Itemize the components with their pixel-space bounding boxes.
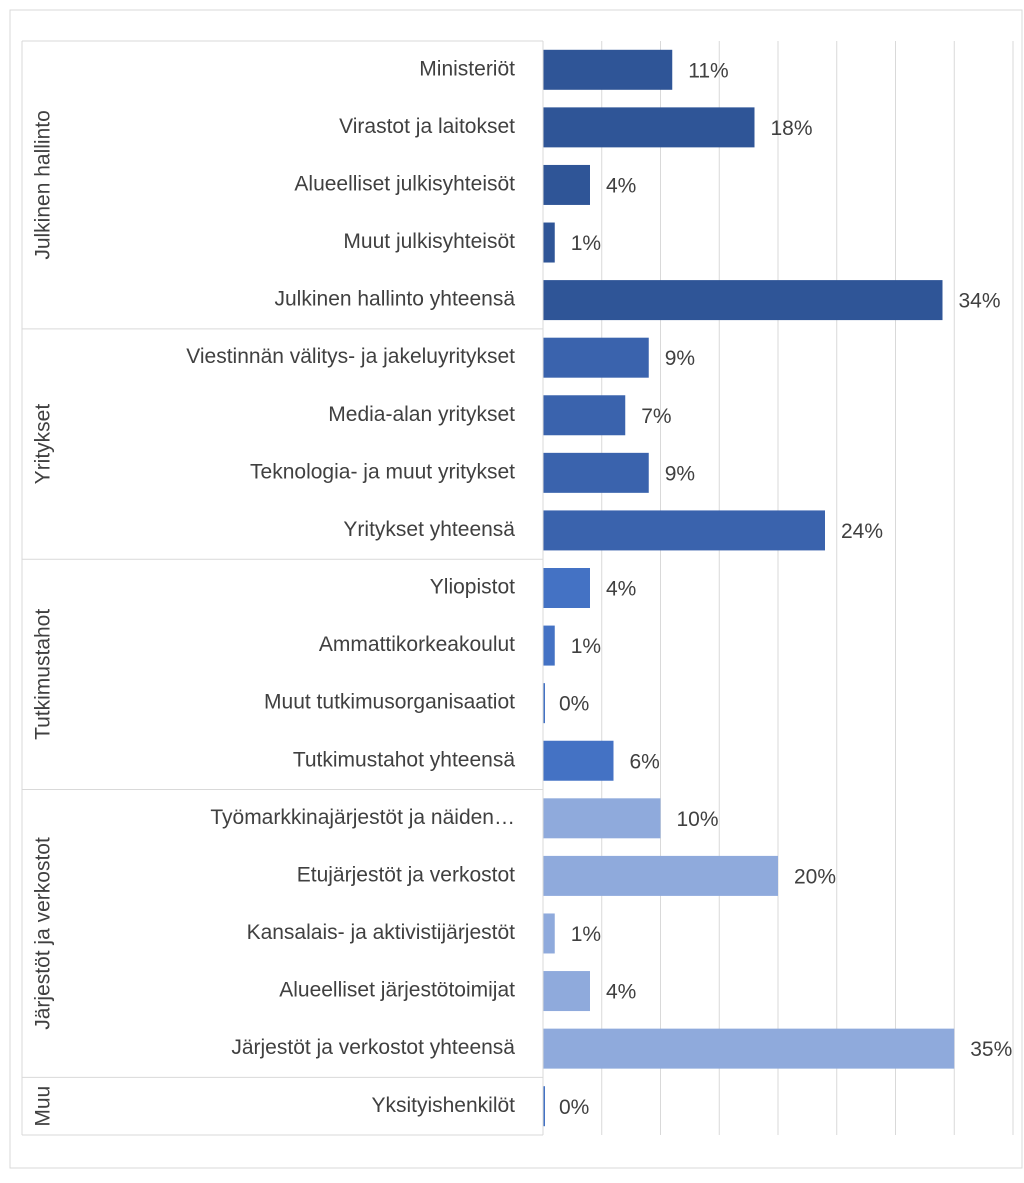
category-label: Ammattikorkeakoulut xyxy=(319,633,515,656)
value-label: 1% xyxy=(571,635,601,658)
value-label: 34% xyxy=(959,290,1001,313)
bar xyxy=(543,798,661,839)
value-label: 20% xyxy=(794,865,836,888)
bar xyxy=(543,107,755,148)
value-label: 6% xyxy=(630,750,660,773)
group-label: Järjestöt ja verkostot xyxy=(32,837,55,1030)
value-label: 9% xyxy=(665,462,695,485)
bar xyxy=(543,683,545,724)
value-label: 24% xyxy=(841,520,883,543)
category-label: Viestinnän välitys- ja jakeluyritykset xyxy=(186,345,515,368)
category-label: Ministeriöt xyxy=(419,57,515,80)
category-label: Yliopistot xyxy=(430,576,515,599)
value-label: 0% xyxy=(559,1096,589,1119)
category-label: Alueelliset julkisyhteisöt xyxy=(294,172,515,195)
value-label: 7% xyxy=(641,405,671,428)
category-label: Kansalais- ja aktivistijärjestöt xyxy=(247,921,516,944)
chart-frame xyxy=(9,9,1023,1169)
category-label: Media-alan yritykset xyxy=(328,403,515,426)
group-label: Yritykset xyxy=(32,404,55,485)
value-label: 1% xyxy=(571,923,601,946)
bar xyxy=(543,164,590,205)
value-label: 11% xyxy=(688,59,728,82)
group-label: Muu xyxy=(32,1086,55,1127)
category-label: Alueelliset järjestötoimijat xyxy=(279,979,515,1002)
category-label: Virastot ja laitokset xyxy=(339,115,515,138)
category-label: Julkinen hallinto yhteensä xyxy=(275,288,516,311)
bar xyxy=(543,222,555,263)
category-label: Etujärjestöt ja verkostot xyxy=(297,863,515,886)
bar xyxy=(543,49,673,90)
group-label: Tutkimustahot xyxy=(32,609,55,740)
value-label: 4% xyxy=(606,578,636,601)
category-label: Muut julkisyhteisöt xyxy=(343,230,515,253)
value-label: 4% xyxy=(606,174,636,197)
bar xyxy=(543,568,590,608)
category-label: Työmarkkinajärjestöt ja näiden… xyxy=(210,806,515,829)
value-label: 35% xyxy=(970,1038,1012,1061)
bar xyxy=(543,395,626,436)
category-label: Yritykset yhteensä xyxy=(343,518,515,541)
bar xyxy=(543,452,649,493)
value-label: 9% xyxy=(665,347,695,370)
bar xyxy=(543,1028,955,1069)
bar xyxy=(543,280,943,321)
category-label: Teknologia- ja muut yritykset xyxy=(250,460,515,483)
bar xyxy=(543,913,555,954)
value-label: 1% xyxy=(571,232,601,255)
category-label: Yksityishenkilöt xyxy=(371,1094,515,1117)
bar xyxy=(543,337,649,378)
category-label: Muut tutkimusorganisaatiot xyxy=(264,691,515,714)
value-label: 0% xyxy=(559,693,589,716)
category-label: Tutkimustahot yhteensä xyxy=(293,748,515,771)
bar xyxy=(543,625,555,666)
bar xyxy=(543,740,614,781)
value-label: 4% xyxy=(606,981,636,1004)
bar xyxy=(543,510,825,551)
bar xyxy=(543,971,590,1012)
value-label: 10% xyxy=(677,808,719,831)
category-label: Järjestöt ja verkostot yhteensä xyxy=(231,1036,515,1059)
group-label: Julkinen hallinto xyxy=(32,110,55,259)
bar xyxy=(543,855,778,896)
bar xyxy=(543,1086,545,1127)
value-label: 18% xyxy=(771,117,813,140)
